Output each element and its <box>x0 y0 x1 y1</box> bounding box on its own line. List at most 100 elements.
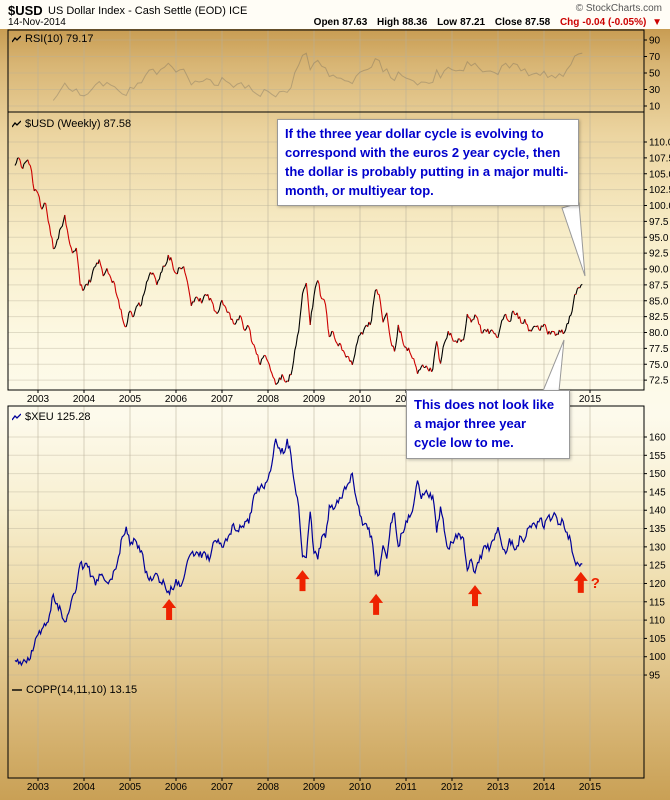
y-axis-tick-label: 110 <box>649 616 665 627</box>
y-axis-tick-label: 95.0 <box>649 233 669 244</box>
x-axis-year-label: 2006 <box>165 782 188 793</box>
symbol: $USD <box>8 3 43 18</box>
y-axis-tick-label: 155 <box>649 451 666 462</box>
x-axis-year-label: 2014 <box>533 782 556 793</box>
annotation-top-note: If the three year dollar cycle is evolvi… <box>277 119 579 207</box>
annotation-bottom-note: This does not look like a major three ye… <box>406 390 570 459</box>
usd-price-line-down <box>18 157 581 385</box>
x-axis-year-label: 2009 <box>303 782 326 793</box>
x-axis-year-label: 2004 <box>73 782 96 793</box>
x-axis-year-label: 2005 <box>119 394 142 405</box>
x-axis-year-label: 2003 <box>27 782 50 793</box>
chart-date: 14-Nov-2014 <box>8 17 66 28</box>
x-axis-year-label: 2005 <box>119 782 142 793</box>
cycle-low-arrow <box>162 599 177 621</box>
chart-header: $USD US Dollar Index - Cash Settle (EOD)… <box>0 0 670 29</box>
y-axis-tick-label: 150 <box>649 469 666 480</box>
y-axis-tick-label: 100 <box>649 652 666 663</box>
y-axis-tick-label: 160 <box>649 433 666 444</box>
y-axis-tick-label: 130 <box>649 542 666 553</box>
copp-legend: COPP(14,11,10) 13.15 <box>12 684 137 696</box>
panel-border <box>7 405 645 779</box>
y-axis-tick-label: 10 <box>649 102 661 113</box>
panel-border <box>7 29 645 113</box>
legend-chart-icon <box>11 413 22 422</box>
rsi-legend-label: RSI(10) 79.17 <box>25 33 94 45</box>
open-value: 87.63 <box>342 17 368 28</box>
y-axis-tick-label: 120 <box>649 579 666 590</box>
cycle-low-arrow <box>468 585 482 607</box>
chg-label: Chg <box>559 17 580 28</box>
arrow-question-mark: ? <box>591 575 600 592</box>
rsi-legend: RSI(10) 79.17 <box>11 33 94 45</box>
usd-legend: $USD (Weekly) 87.58 <box>11 118 132 130</box>
y-axis-tick-label: 97.5 <box>649 217 669 228</box>
callout-tail <box>561 202 586 277</box>
y-axis-tick-label: 135 <box>649 524 666 535</box>
x-axis-year-label: 2004 <box>73 394 96 405</box>
rsi-line <box>52 52 583 101</box>
usd-legend-label: $USD (Weekly) 87.58 <box>25 118 132 130</box>
panel-border <box>7 111 645 391</box>
x-axis-year-label: 2011 <box>395 782 417 793</box>
x-axis-year-label: 2015 <box>579 782 602 793</box>
copyright: © StockCharts.com <box>575 3 662 14</box>
legend-chart-icon <box>11 35 22 44</box>
x-axis-year-label: 2007 <box>211 394 234 405</box>
cycle-low-arrow <box>295 570 310 592</box>
low-value: 87.21 <box>460 17 486 28</box>
legend-dash-icon <box>12 688 22 692</box>
x-axis-year-label: 2003 <box>27 394 50 405</box>
y-axis-tick-label: 82.5 <box>649 312 669 323</box>
y-axis-tick-label: 80.0 <box>649 328 669 339</box>
y-axis-tick-label: 87.5 <box>649 280 669 291</box>
y-axis-tick-label: 115 <box>649 597 665 608</box>
chart-title: US Dollar Index - Cash Settle (EOD) ICE <box>48 5 248 17</box>
x-axis-year-label: 2013 <box>487 782 510 793</box>
y-axis-tick-label: 77.5 <box>649 344 669 355</box>
x-axis-year-label: 2015 <box>579 394 602 405</box>
x-axis-year-label: 2008 <box>257 394 280 405</box>
chg-value: -0.04 (-0.05%) <box>582 17 647 28</box>
y-axis-tick-label: 92.5 <box>649 249 669 260</box>
copp-legend-label: COPP(14,11,10) 13.15 <box>26 684 138 696</box>
y-axis-tick-label: 75.0 <box>649 360 669 371</box>
x-axis-year-label: 2007 <box>211 782 234 793</box>
cycle-low-arrow <box>369 593 384 615</box>
down-arrow-icon: ▼ <box>652 17 662 28</box>
x-axis-year-label: 2010 <box>349 782 372 793</box>
y-axis-tick-label: 90.0 <box>649 265 669 276</box>
legend-chart-icon <box>11 120 22 129</box>
usd-price-line-up <box>14 157 583 386</box>
y-axis-tick-label: 102.5 <box>649 185 670 196</box>
y-axis-tick-label: 100.0 <box>649 201 670 212</box>
x-axis-year-label: 2006 <box>165 394 188 405</box>
x-axis-year-label: 2009 <box>303 394 326 405</box>
y-axis-tick-label: 145 <box>649 487 666 498</box>
ohlc-quote: Open 87.63 High 88.36 Low 87.21 Close 87.58 … <box>307 17 662 28</box>
xeu-legend: $XEU 125.28 <box>11 411 91 423</box>
y-axis-tick-label: 90 <box>649 36 661 47</box>
y-axis-tick-label: 107.5 <box>649 153 670 164</box>
close-value: 87.58 <box>525 17 551 28</box>
xeu-legend-label: $XEU 125.28 <box>25 411 91 423</box>
xeu-price-line <box>14 438 583 667</box>
x-axis-year-label: 2012 <box>441 782 464 793</box>
high-label: High <box>377 17 400 28</box>
y-axis-tick-label: 105 <box>649 634 666 645</box>
y-axis-tick-label: 140 <box>649 506 666 517</box>
y-axis-tick-label: 95 <box>649 671 661 682</box>
y-axis-tick-label: 105.0 <box>649 169 670 180</box>
cycle-low-arrow <box>573 571 588 593</box>
high-value: 88.36 <box>402 17 428 28</box>
y-axis-tick-label: 50 <box>649 69 661 80</box>
low-label: Low <box>437 17 458 28</box>
y-axis-tick-label: 110.0 <box>649 138 670 149</box>
x-axis-year-label: 2010 <box>349 394 372 405</box>
close-label: Close <box>494 17 523 28</box>
callout-tail <box>542 339 565 392</box>
y-axis-tick-label: 85.0 <box>649 296 669 307</box>
x-axis-year-label: 2008 <box>257 782 280 793</box>
